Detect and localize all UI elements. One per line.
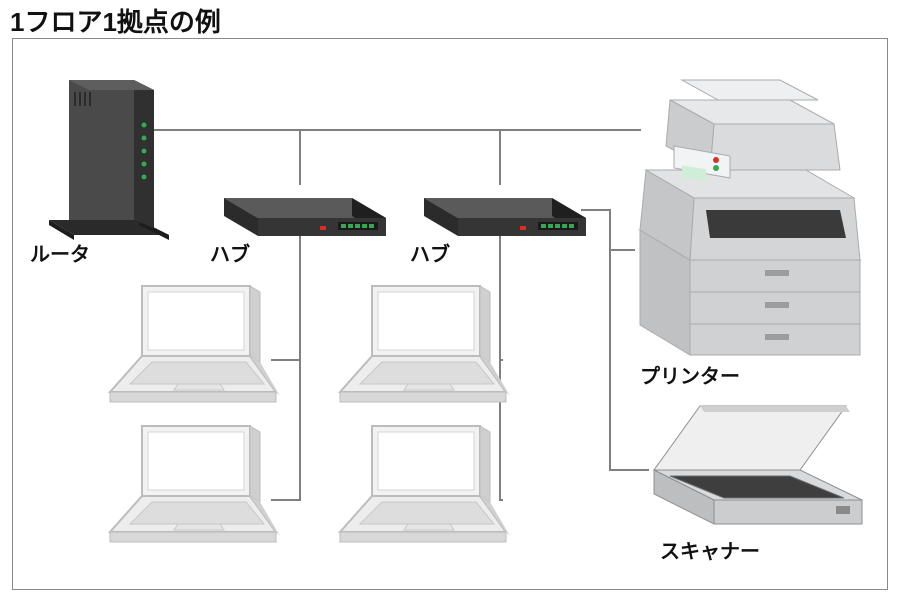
diagram-title: 1フロア1拠点の例: [10, 2, 221, 39]
laptop-icon: [330, 280, 510, 410]
laptop-icon: [100, 420, 280, 550]
router-label: ルータ: [30, 238, 90, 267]
scanner-icon: [640, 400, 870, 530]
laptop-icon: [330, 420, 510, 550]
diagram-canvas: 1フロア1拠点の例 ルータ: [0, 0, 900, 600]
printer-icon: [610, 60, 870, 360]
hub-icon: [420, 180, 590, 240]
hub1-label: ハブ: [210, 238, 250, 267]
printer-label: プリンター: [640, 360, 740, 389]
laptop-icon: [100, 280, 280, 410]
scanner-label: スキャナー: [660, 535, 760, 564]
router-icon: [44, 70, 174, 240]
hub2-label: ハブ: [410, 238, 450, 267]
hub-icon: [220, 180, 390, 240]
